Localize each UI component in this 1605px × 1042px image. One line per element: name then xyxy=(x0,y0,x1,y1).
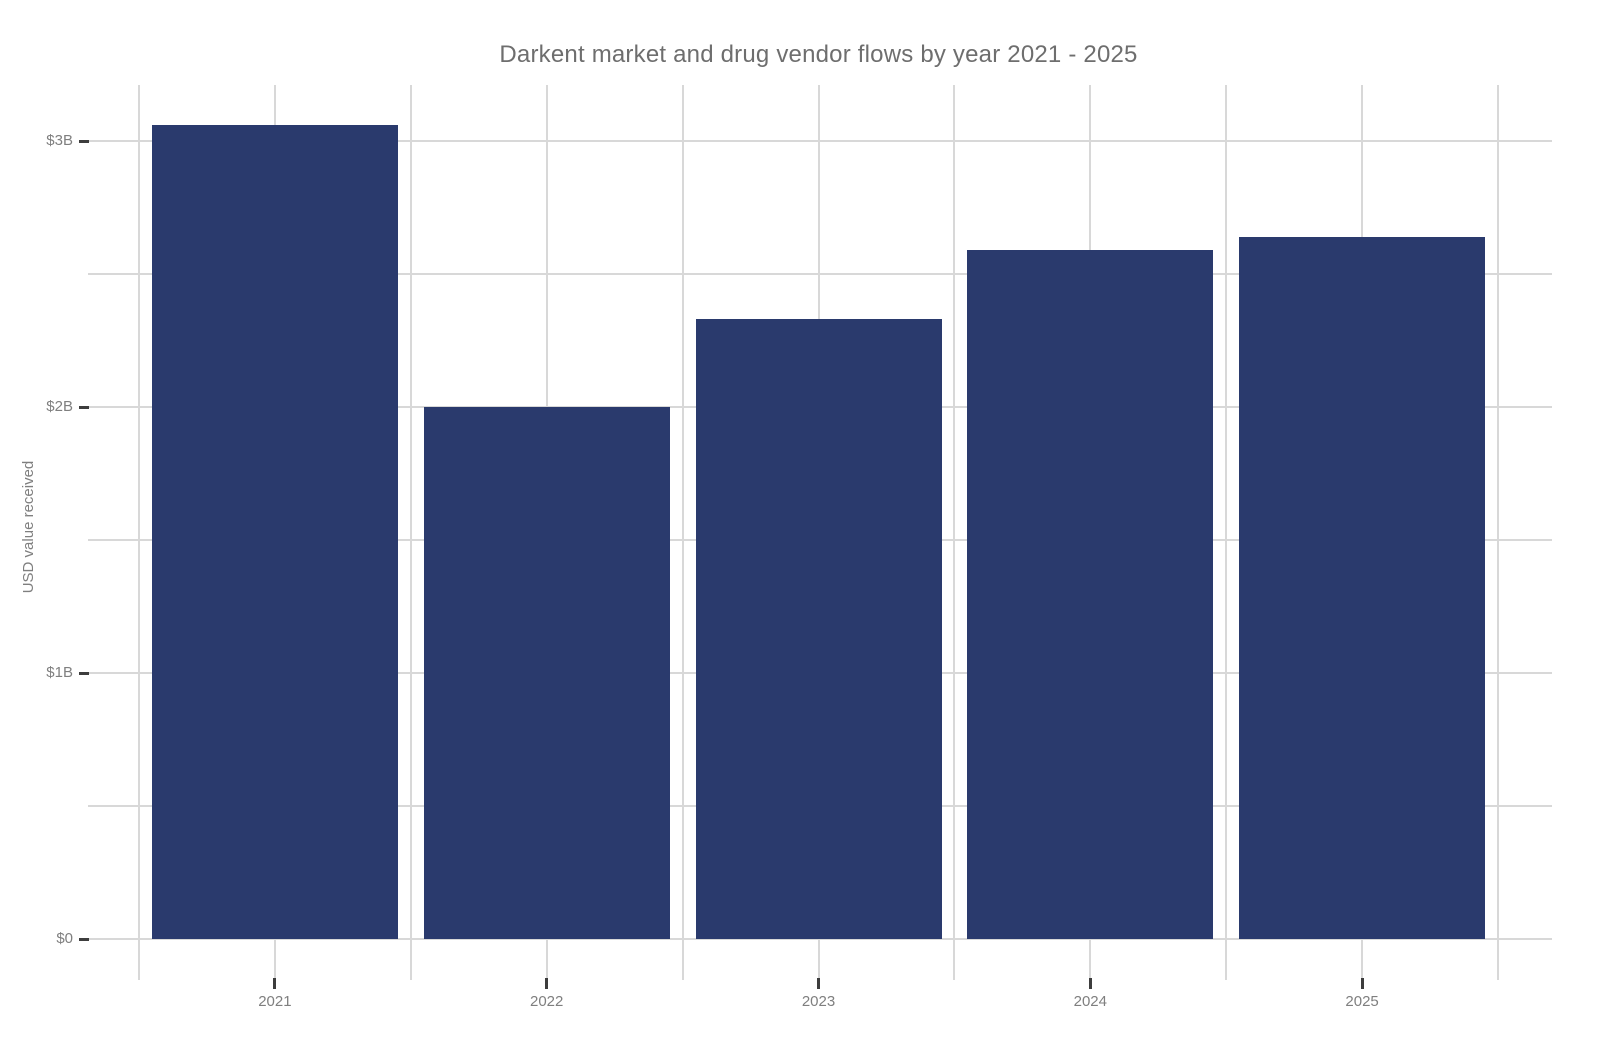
y-tick-label: $1B xyxy=(46,664,73,681)
y-axis-title: USD value received xyxy=(20,460,37,594)
x-tick-label: 2024 xyxy=(1073,993,1107,1010)
y-gridline xyxy=(88,938,1552,940)
bar-2021 xyxy=(152,125,398,939)
x-tick-label: 2021 xyxy=(258,993,292,1010)
bar-2025 xyxy=(1239,237,1485,939)
x-tick-mark xyxy=(817,978,820,989)
bar-2024 xyxy=(967,250,1213,939)
x-tick-label: 2022 xyxy=(530,993,564,1010)
x-tick-mark xyxy=(273,978,277,989)
x-gridline xyxy=(138,85,140,980)
y-tick-mark xyxy=(79,140,89,143)
y-tick-mark xyxy=(79,406,89,409)
y-gridline xyxy=(88,273,1552,275)
x-tick-label: 2023 xyxy=(801,993,836,1010)
y-gridline xyxy=(88,140,1552,142)
x-gridline xyxy=(1225,85,1228,980)
y-tick-mark xyxy=(79,672,89,675)
x-gridline xyxy=(681,85,684,980)
y-tick-label: $3B xyxy=(46,132,73,149)
x-tick-label: 2025 xyxy=(1345,993,1379,1010)
y-tick-label: $2B xyxy=(46,398,73,415)
x-gridline xyxy=(953,85,956,980)
x-gridline xyxy=(1497,85,1499,980)
bar-2022 xyxy=(424,407,670,939)
x-tick-mark xyxy=(1088,978,1092,989)
x-gridline xyxy=(409,85,412,980)
x-tick-mark xyxy=(1360,978,1364,989)
bar-2023 xyxy=(696,319,942,939)
y-tick-label: $0 xyxy=(56,930,73,947)
y-tick-mark xyxy=(79,938,89,941)
chart-title: Darkent market and drug vendor flows by … xyxy=(499,41,1138,68)
x-tick-mark xyxy=(545,978,549,989)
